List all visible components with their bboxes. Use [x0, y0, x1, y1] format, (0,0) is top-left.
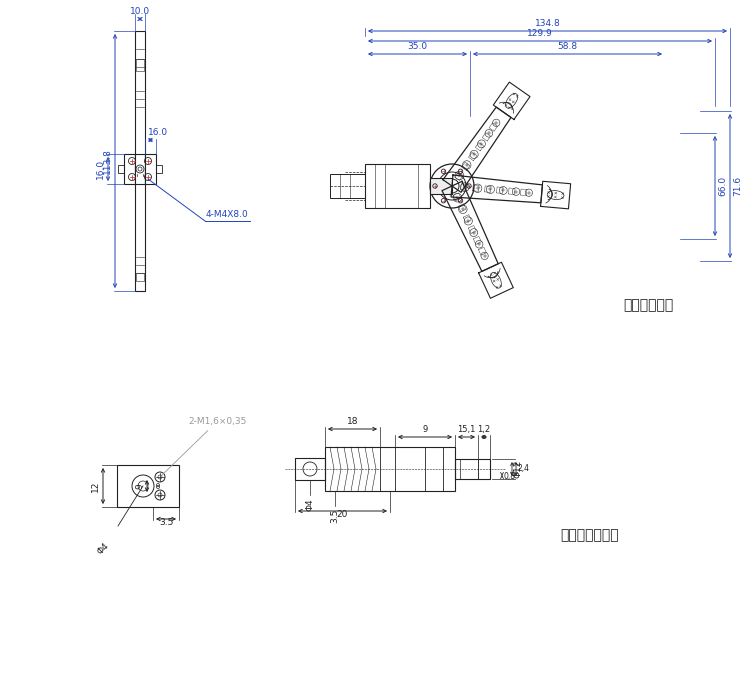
Bar	[295, 458, 325, 480]
Bar	[430, 178, 452, 194]
Bar	[455, 459, 490, 479]
Text: 113.8: 113.8	[103, 148, 112, 174]
Text: 内带马达示意图: 内带马达示意图	[561, 528, 620, 542]
Text: 16.0: 16.0	[148, 128, 169, 137]
Text: 58.8: 58.8	[557, 42, 578, 51]
Text: 2,4: 2,4	[518, 464, 530, 473]
Text: 12: 12	[91, 481, 100, 491]
Text: 71.6: 71.6	[733, 176, 742, 196]
Text: 134.8: 134.8	[535, 19, 560, 28]
Text: Φ4: Φ4	[95, 541, 111, 556]
Bar	[118, 165, 124, 173]
Text: 129.9: 129.9	[527, 29, 553, 38]
Text: 0,8: 0,8	[504, 473, 516, 481]
Text: 1,2: 1,2	[478, 425, 490, 434]
Bar	[117, 465, 179, 507]
Text: 2-M1,6×0,35: 2-M1,6×0,35	[162, 417, 246, 475]
Bar	[124, 154, 156, 184]
Text: 18: 18	[346, 417, 358, 426]
Text: 20: 20	[337, 510, 348, 519]
Text: 注塑版机械手: 注塑版机械手	[622, 298, 674, 312]
Text: 66.0: 66.0	[718, 176, 727, 196]
Text: 10.0: 10.0	[130, 7, 150, 16]
Bar	[330, 174, 365, 198]
Bar	[136, 59, 144, 71]
Bar	[365, 164, 430, 208]
Text: Φ4: Φ4	[305, 498, 314, 510]
Text: 9: 9	[422, 425, 427, 434]
Text: 35.0: 35.0	[407, 42, 428, 51]
Bar	[135, 31, 145, 291]
Text: 3.5: 3.5	[159, 518, 173, 527]
Bar	[325, 447, 455, 491]
Text: 4-M4X8.0: 4-M4X8.0	[206, 210, 249, 219]
Text: 16.0: 16.0	[96, 159, 105, 179]
Text: Φ12: Φ12	[514, 460, 523, 478]
Text: 9: 9	[135, 483, 144, 489]
Bar	[136, 273, 144, 281]
Text: 3.5: 3.5	[331, 509, 340, 523]
Text: 15,1: 15,1	[458, 425, 476, 434]
Bar	[156, 165, 162, 173]
